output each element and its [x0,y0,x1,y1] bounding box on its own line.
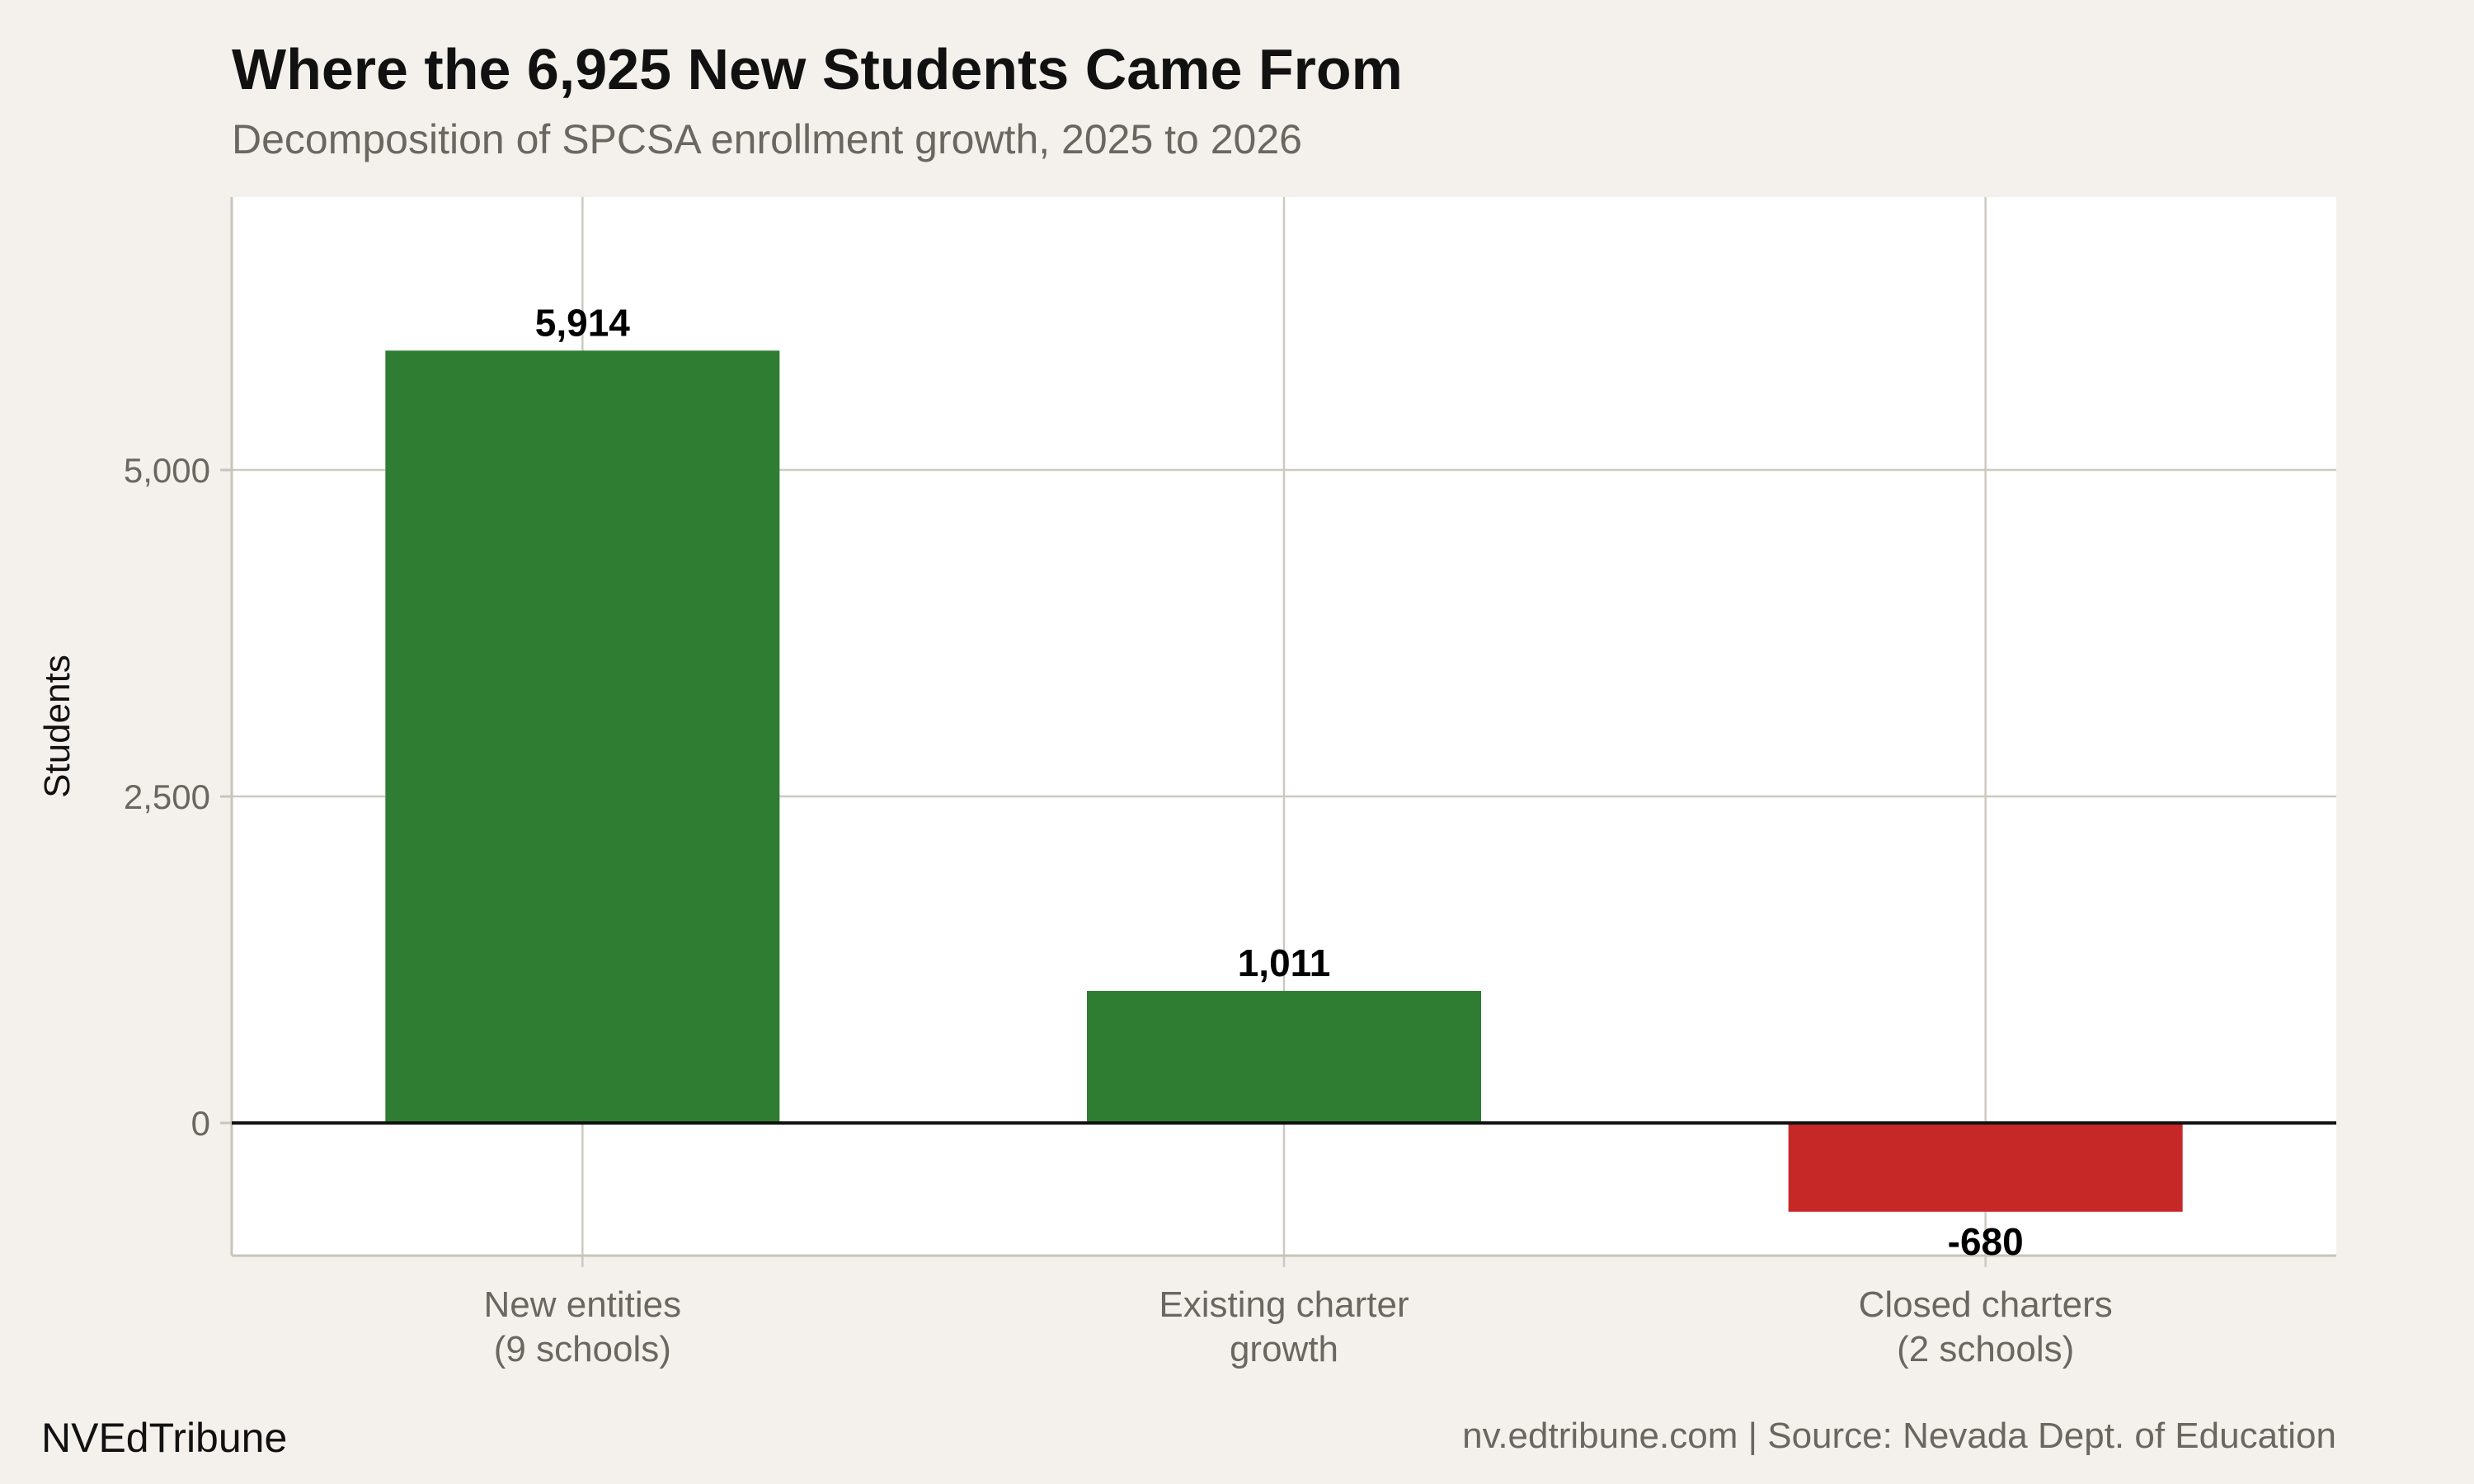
x-tick-label: (2 schools) [1897,1329,2074,1369]
data-label: 1,011 [1238,942,1331,984]
y-tick-label: 5,000 [124,451,210,490]
data-label: -680 [1948,1220,2024,1263]
chart-title: Where the 6,925 New Students Came From [232,37,1403,101]
bar [385,350,780,1124]
x-tick-label: New entities [483,1284,681,1325]
data-label: 5,914 [535,301,631,344]
x-tick-label: Closed charters [1859,1284,2113,1325]
y-tick-label: 2,500 [124,777,210,816]
y-tick-label: 0 [191,1104,210,1143]
brand-label: NVEdTribune [41,1415,288,1461]
x-tick-label: Existing charter [1159,1284,1409,1325]
y-axis-title: Students [37,655,78,798]
bar [1788,1123,2183,1212]
x-tick-label: growth [1230,1329,1338,1369]
bar [1087,990,1481,1124]
source-label: nv.edtribune.com | Source: Nevada Dept. … [1462,1416,2336,1456]
x-tick-label: (9 schools) [494,1329,671,1369]
chart-subtitle: Decomposition of SPCSA enrollment growth… [232,116,1302,162]
